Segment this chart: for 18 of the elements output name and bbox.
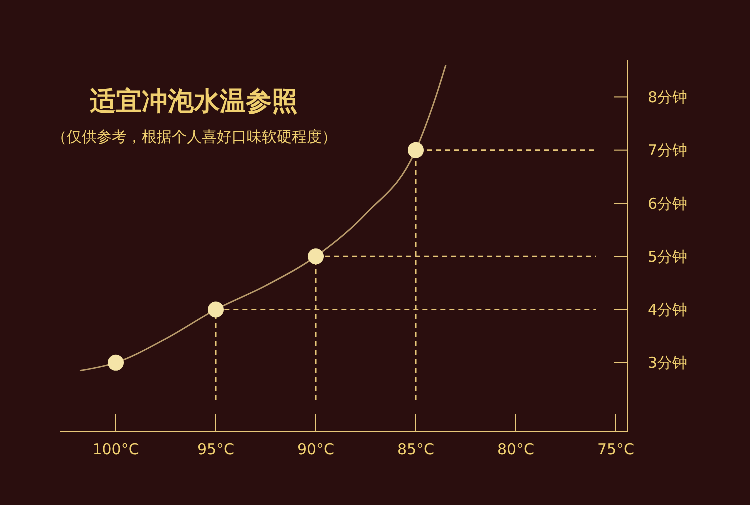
point [108,354,124,371]
x-tick-label: 80°C [497,440,535,459]
x-tick-label: 85°C [397,440,435,459]
y-tick-label: 5分钟 [648,248,688,266]
y-tick-label: 3分钟 [648,354,688,372]
text: （仅供参考，根据个人喜好口味软硬程度） [52,128,337,147]
x-tick-label: 90°C [297,440,335,459]
y-tick-label: 7分钟 [648,142,688,160]
x-tick-label: 75°C [597,440,635,459]
point [308,248,324,265]
x-tick-label: 100°C [92,440,140,459]
y-tick-label: 8分钟 [648,88,688,107]
x-tick-label: 95°C [197,440,235,459]
y-tick-label: 6分钟 [648,194,688,213]
y-tick-label: 4分钟 [648,301,688,320]
point [208,302,224,318]
point [408,142,424,158]
text: 适宜冲泡水温参照 [90,86,298,119]
